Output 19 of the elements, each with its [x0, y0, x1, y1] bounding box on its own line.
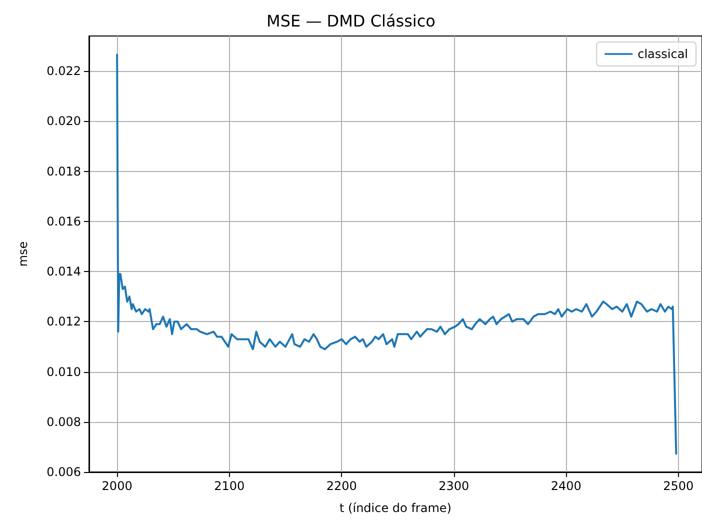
x-tick-label: 2000 — [102, 479, 132, 493]
x-tick-label: 2400 — [550, 479, 582, 493]
y-tick-label: 0.010 — [46, 364, 81, 379]
y-tick-label: 0.014 — [46, 264, 81, 279]
legend-label: classical — [638, 47, 688, 61]
y-tick-label: 0.006 — [46, 465, 81, 479]
y-tick-label: 0.008 — [46, 414, 81, 429]
y-tick-label: 0.020 — [46, 114, 81, 128]
chart-title: MSE — DMD Clássico — [266, 12, 436, 30]
y-tick-label: 0.022 — [46, 64, 81, 78]
y-tick-label: 0.018 — [46, 164, 81, 178]
x-axis-title: t (índice do frame) — [340, 501, 452, 515]
x-tick-label: 2200 — [326, 479, 357, 493]
x-tick-label: 2300 — [438, 479, 470, 493]
y-tick-label: 0.012 — [46, 314, 81, 329]
y-tick-label: 0.016 — [46, 214, 81, 228]
x-tick-label: 2500 — [663, 479, 694, 493]
y-axis-title: mse — [16, 241, 30, 267]
x-tick-label: 2100 — [214, 479, 245, 493]
